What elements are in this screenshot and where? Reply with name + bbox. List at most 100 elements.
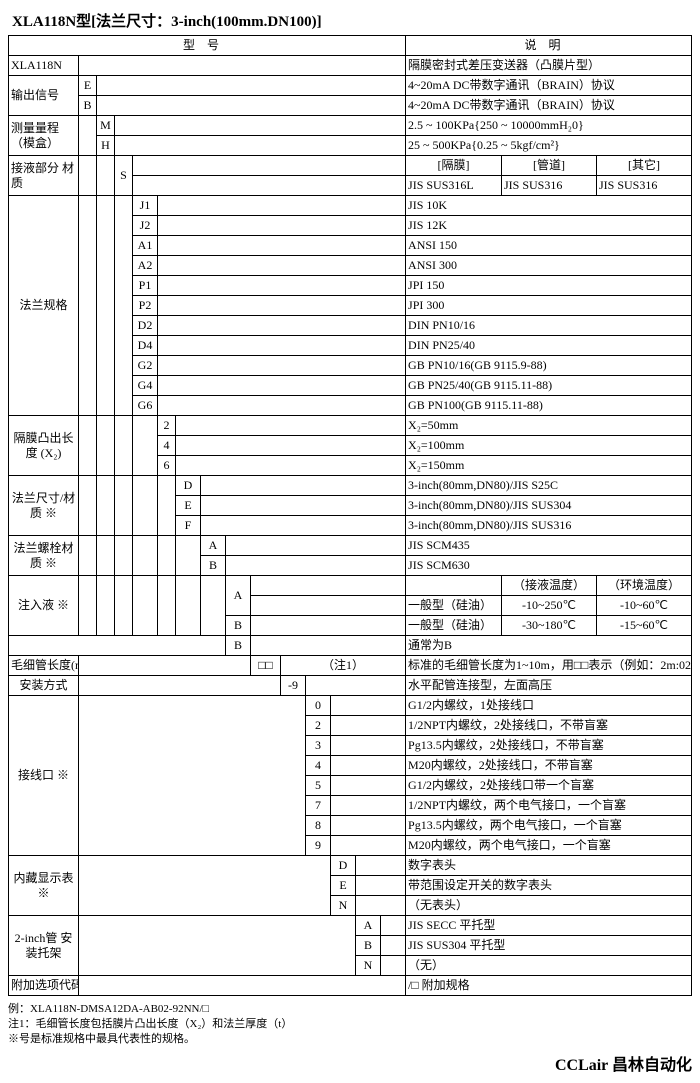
desc-x2-2: X₂=50mm bbox=[406, 416, 692, 436]
row-output: 输出信号 bbox=[9, 76, 79, 116]
mat-v1: JIS SUS316L bbox=[406, 176, 502, 196]
code-x2-4: 4 bbox=[158, 436, 176, 456]
code-fs-F: F bbox=[176, 516, 201, 536]
code-fill-B: B bbox=[226, 616, 251, 636]
desc-B: 4~20mA DC带数字通讯（BRAIN）协议 bbox=[406, 96, 692, 116]
code-fill-B2: B bbox=[226, 636, 251, 656]
desc-G6: GB PN100(GB 9115.11-88) bbox=[406, 396, 692, 416]
desc-bolt-A: JIS SCM435 bbox=[406, 536, 692, 556]
page-title: XLA118N型[法兰尺寸：3-inch(100mm.DN100)] bbox=[12, 10, 692, 31]
desc-xla: 隔膜密封式差压变送器（凸膜片型） bbox=[406, 56, 692, 76]
desc-disp-D: 数字表头 bbox=[406, 856, 692, 876]
fill-At: -10~250℃ bbox=[502, 596, 597, 616]
code-disp-N: N bbox=[331, 896, 356, 916]
cap-note: （注1） bbox=[281, 656, 406, 676]
code-S: S bbox=[115, 156, 133, 196]
code-B: B bbox=[79, 96, 97, 116]
code-D4: D4 bbox=[133, 336, 158, 356]
fill-Bd: 一般型（硅油） bbox=[406, 616, 502, 636]
desc-port-2: 1/2NPT内螺纹，2处接线口，不带盲塞 bbox=[406, 716, 692, 736]
footer-example: 例：XLA118N-DMSA12DA-AB02-92NN/□ bbox=[8, 1002, 692, 1017]
desc-port-3: Pg13.5内螺纹，2处接线口，不带盲塞 bbox=[406, 736, 692, 756]
row-flange: 法兰规格 bbox=[9, 196, 79, 416]
fill-hA: （接液温度） bbox=[502, 576, 597, 596]
code-D2: D2 bbox=[133, 316, 158, 336]
code-fill-A: A bbox=[226, 576, 251, 616]
desc-G4: GB PN25/40(GB 9115.11-88) bbox=[406, 376, 692, 396]
code-x2-6: 6 bbox=[158, 456, 176, 476]
fill-Bc: 通常为B bbox=[406, 636, 692, 656]
mat-h1: [隔膜] bbox=[406, 156, 502, 176]
desc-P1: JPI 150 bbox=[406, 276, 692, 296]
desc-bolt-B: JIS SCM630 bbox=[406, 556, 692, 576]
mat-v2: JIS SUS316 bbox=[502, 176, 597, 196]
footer-note2: ※号是标准规格中最具代表性的规格。 bbox=[8, 1032, 692, 1047]
code-port-7: 7 bbox=[306, 796, 331, 816]
row-install: 安装方式 bbox=[9, 676, 79, 696]
code-E: E bbox=[79, 76, 97, 96]
fill-Be: -15~60℃ bbox=[597, 616, 692, 636]
mat-v3: JIS SUS316 bbox=[597, 176, 692, 196]
desc-x2-4: X₂=100mm bbox=[406, 436, 692, 456]
code-br-B: B bbox=[356, 936, 381, 956]
code-port-5: 5 bbox=[306, 776, 331, 796]
code-P2: P2 bbox=[133, 296, 158, 316]
spec-table: 型号 说明 XLA118N 隔膜密封式差压变送器（凸膜片型） 输出信号 E 4~… bbox=[8, 35, 692, 996]
row-bolt: 法兰螺栓材质 ※ bbox=[9, 536, 79, 576]
desc-fs-F: 3-inch(80mm,DN80)/JIS SUS316 bbox=[406, 516, 692, 536]
row-cap: 毛细管长度(m) bbox=[9, 656, 79, 676]
code-fs-D: D bbox=[176, 476, 201, 496]
desc-br-N: （无） bbox=[406, 956, 692, 976]
row-material: 接液部分 材质 bbox=[9, 156, 79, 196]
row-fill: 注入液 ※ bbox=[9, 576, 79, 636]
desc-port-4: M20内螺纹，2处接线口，不带盲塞 bbox=[406, 756, 692, 776]
desc-D2: DIN PN10/16 bbox=[406, 316, 692, 336]
row-port: 接线口 ※ bbox=[9, 696, 79, 856]
code-M: M bbox=[97, 116, 115, 136]
footer-note1: 注1：毛细管长度包括膜片凸出长度（X₂）和法兰厚度（t） bbox=[8, 1017, 692, 1032]
fill-Ae: -10~60℃ bbox=[597, 596, 692, 616]
header-model: 型号 bbox=[9, 36, 406, 56]
code-port-0: 0 bbox=[306, 696, 331, 716]
desc-D4: DIN PN25/40 bbox=[406, 336, 692, 356]
desc-A2: ANSI 300 bbox=[406, 256, 692, 276]
desc-port-9: M20内螺纹，两个电气接口，一个盲塞 bbox=[406, 836, 692, 856]
code-H: H bbox=[97, 136, 115, 156]
desc-E: 4~20mA DC带数字通讯（BRAIN）协议 bbox=[406, 76, 692, 96]
mat-h3: [其它] bbox=[597, 156, 692, 176]
desc-G2: GB PN10/16(GB 9115.9-88) bbox=[406, 356, 692, 376]
desc-port-7: 1/2NPT内螺纹，两个电气接口，一个盲塞 bbox=[406, 796, 692, 816]
brand-label: CCLair 昌林自动化 bbox=[8, 1051, 692, 1075]
code-G6: G6 bbox=[133, 396, 158, 416]
code-port-8: 8 bbox=[306, 816, 331, 836]
mat-h2: [管道] bbox=[502, 156, 597, 176]
code-port-9: 9 bbox=[306, 836, 331, 856]
desc-cap: 标准的毛细管长度为1~10m，用□□表示（例如：2m:02） bbox=[406, 656, 692, 676]
code-J1: J1 bbox=[133, 196, 158, 216]
fill-A: 一般型（硅油） bbox=[406, 596, 502, 616]
code-G4: G4 bbox=[133, 376, 158, 396]
fill-hB: （环境温度） bbox=[597, 576, 692, 596]
code-bolt-A: A bbox=[201, 536, 226, 556]
desc-H: 25 ~ 500KPa{0.25 ~ 5kgf/cm²} bbox=[406, 136, 692, 156]
code-port-3: 3 bbox=[306, 736, 331, 756]
header-desc: 说明 bbox=[406, 36, 692, 56]
row-x2: 隔膜凸出长度 (X₂) bbox=[9, 416, 79, 476]
desc-disp-N: （无表头） bbox=[406, 896, 692, 916]
row-bracket: 2-inch管 安装托架 bbox=[9, 916, 79, 976]
code-port-2: 2 bbox=[306, 716, 331, 736]
code-A1: A1 bbox=[133, 236, 158, 256]
desc-opt: /□ 附加规格 bbox=[406, 976, 692, 996]
code-install: -9 bbox=[281, 676, 306, 696]
desc-J2: JIS 12K bbox=[406, 216, 692, 236]
desc-J1: JIS 10K bbox=[406, 196, 692, 216]
footer-notes: 例：XLA118N-DMSA12DA-AB02-92NN/□ 注1：毛细管长度包… bbox=[8, 1002, 692, 1047]
desc-port-8: Pg13.5内螺纹，两个电气接口，一个盲塞 bbox=[406, 816, 692, 836]
desc-fs-D: 3-inch(80mm,DN80)/JIS S25C bbox=[406, 476, 692, 496]
code-A2: A2 bbox=[133, 256, 158, 276]
desc-disp-E: 带范围设定开关的数字表头 bbox=[406, 876, 692, 896]
row-xla: XLA118N bbox=[9, 56, 79, 76]
code-J2: J2 bbox=[133, 216, 158, 236]
code-P1: P1 bbox=[133, 276, 158, 296]
desc-install: 水平配管连接型，左面高压 bbox=[406, 676, 692, 696]
